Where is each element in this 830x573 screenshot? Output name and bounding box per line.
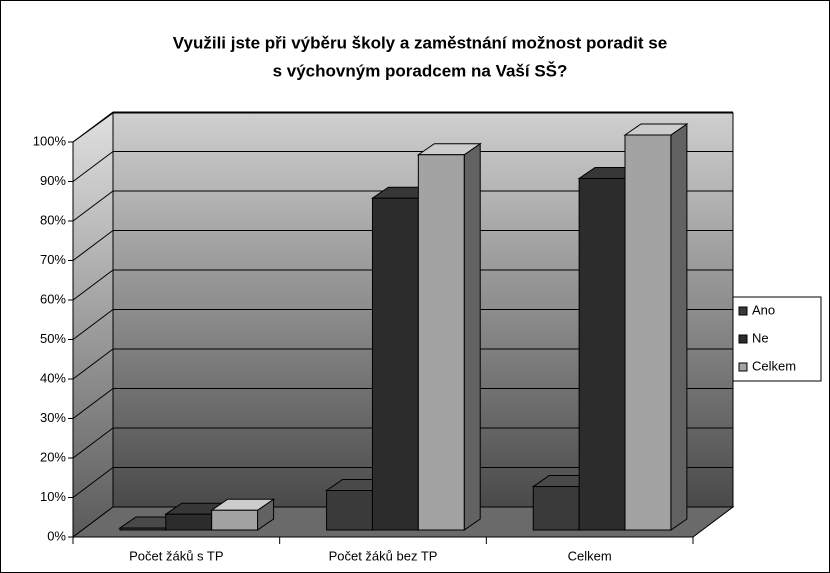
y-tick-label: 10% <box>40 489 66 504</box>
bar-front <box>371 197 419 531</box>
grid-line <box>72 111 733 143</box>
grid-line-side <box>72 190 114 222</box>
bar-front <box>578 177 626 531</box>
grid-line-side <box>72 348 114 380</box>
y-tick-label: 40% <box>40 370 66 385</box>
y-tick-label: 20% <box>40 449 66 464</box>
legend-swatch <box>738 334 748 344</box>
legend-label: Ano <box>752 302 775 317</box>
legend-swatch <box>738 362 748 372</box>
x-tick-label: Počet žáků s TP <box>129 548 223 563</box>
bar-front <box>532 486 580 531</box>
y-tick-label: 0% <box>47 528 66 543</box>
grid-line-side <box>72 309 114 340</box>
bar <box>623 123 689 531</box>
y-tick-label: 70% <box>40 252 66 267</box>
y-tick-label: 60% <box>40 291 66 306</box>
bar-front <box>119 527 167 531</box>
bar-side <box>463 142 481 531</box>
grid-line-side <box>72 388 114 419</box>
bar-front <box>417 154 465 531</box>
grid-line-side <box>72 111 114 143</box>
bar <box>416 142 482 531</box>
legend-label: Celkem <box>752 358 796 373</box>
bar-front <box>165 513 213 531</box>
bar-front <box>211 509 259 531</box>
x-tick-label: Celkem <box>568 548 612 563</box>
y-tick-label: 50% <box>40 331 66 346</box>
grid-line-side <box>72 467 114 498</box>
y-tick-label: 90% <box>40 173 66 188</box>
y-tick-label: 100% <box>33 133 67 148</box>
legend-label: Ne <box>752 330 769 345</box>
chart-title: Využili jste při výběru školy a zaměstná… <box>173 33 667 52</box>
chart-title: s výchovným poradcem na Vaší SŠ? <box>273 61 568 80</box>
grid-line-side <box>72 427 114 459</box>
y-tick-label: 30% <box>40 410 66 425</box>
grid-line-side <box>72 269 114 301</box>
grid-line-side <box>72 151 114 182</box>
bar-front <box>624 134 672 531</box>
y-tick-label: 80% <box>40 212 66 227</box>
x-tick-label: Počet žáků bez TP <box>329 548 438 563</box>
bar-front <box>326 490 373 531</box>
bar-side <box>670 123 688 531</box>
legend <box>732 296 822 382</box>
legend-swatch <box>738 306 748 316</box>
bar <box>210 498 276 531</box>
grid-line-side <box>72 230 114 261</box>
